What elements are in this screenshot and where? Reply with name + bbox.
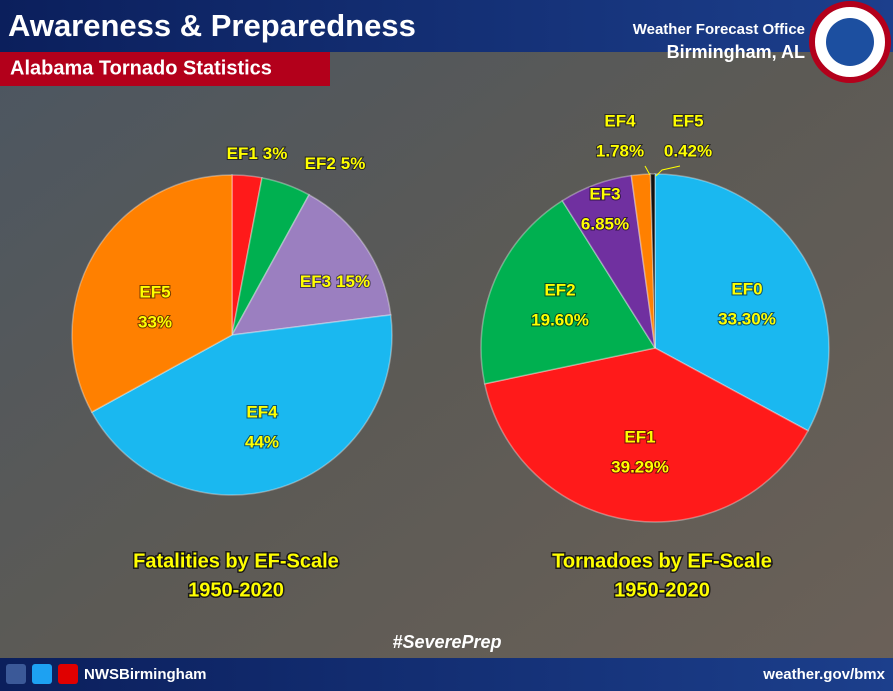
pie-slice — [231, 176, 311, 336]
youtube-icon[interactable] — [58, 664, 78, 684]
pie-slice — [230, 193, 392, 336]
category-label: EF2 — [544, 280, 575, 299]
subtitle: Alabama Tornado Statistics — [10, 57, 272, 79]
category-label: EF5 — [139, 282, 170, 301]
chart-subtitle: 1950-2020 — [188, 579, 284, 601]
slice-label: EF3 15% — [300, 272, 370, 291]
category-label: EF4 — [604, 111, 636, 130]
value-label: 33% — [138, 312, 172, 331]
pie-slice — [630, 173, 656, 349]
value-label: 19.60% — [531, 310, 589, 329]
location: Birmingham, AL — [667, 42, 805, 62]
category-label: EF0 — [731, 279, 762, 298]
logo-inner — [826, 18, 874, 66]
pie-slice — [561, 174, 656, 349]
chart-subtitle: 1950-2020 — [614, 579, 710, 601]
subtitle-bar — [0, 52, 330, 86]
leader-line — [644, 165, 651, 176]
footer-bar — [0, 658, 893, 691]
value-label: 3% — [263, 144, 288, 163]
category-label: EF1 — [624, 427, 655, 446]
hashtag: #SeverePrep — [392, 632, 501, 652]
category-label: EF5 — [672, 111, 703, 130]
value-label: 0.42% — [664, 141, 712, 160]
office: Weather Forecast Office — [633, 21, 805, 38]
pie-slice — [654, 173, 830, 432]
pie-slice — [90, 314, 393, 496]
value-label: 15% — [336, 272, 370, 291]
value-label: 1.78% — [596, 141, 644, 160]
value-label: 44% — [245, 432, 279, 451]
header-bar — [0, 0, 893, 52]
pie-slice — [231, 174, 263, 336]
category-label: EF3 — [300, 272, 331, 291]
value-label: 33.30% — [718, 309, 776, 328]
twitter-icon[interactable] — [32, 664, 52, 684]
pie-slice — [71, 174, 233, 414]
facebook-icon[interactable] — [6, 664, 26, 684]
slice-label: EF1 3% — [227, 144, 288, 163]
category-label: EF1 — [227, 144, 258, 163]
value-label: 5% — [341, 154, 366, 173]
category-label: EF3 — [589, 184, 620, 203]
pie-slice — [483, 347, 810, 523]
chart-title: Fatalities by EF-Scale — [133, 550, 339, 572]
value-label: 6.85% — [581, 214, 629, 233]
category-label: EF2 — [305, 154, 336, 173]
leader-line — [655, 165, 681, 177]
pie-slice — [649, 173, 656, 349]
slice-label: EF2 5% — [305, 154, 366, 173]
pie-slice — [480, 199, 657, 385]
chart-title: Tornadoes by EF-Scale — [552, 550, 772, 572]
value-label: 39.29% — [611, 457, 669, 476]
category-label: EF4 — [246, 402, 278, 421]
footer-handle: NWSBirmingham — [84, 666, 207, 683]
title: Awareness & Preparedness — [8, 8, 416, 43]
footer-url: weather.gov/bmx — [762, 666, 885, 683]
